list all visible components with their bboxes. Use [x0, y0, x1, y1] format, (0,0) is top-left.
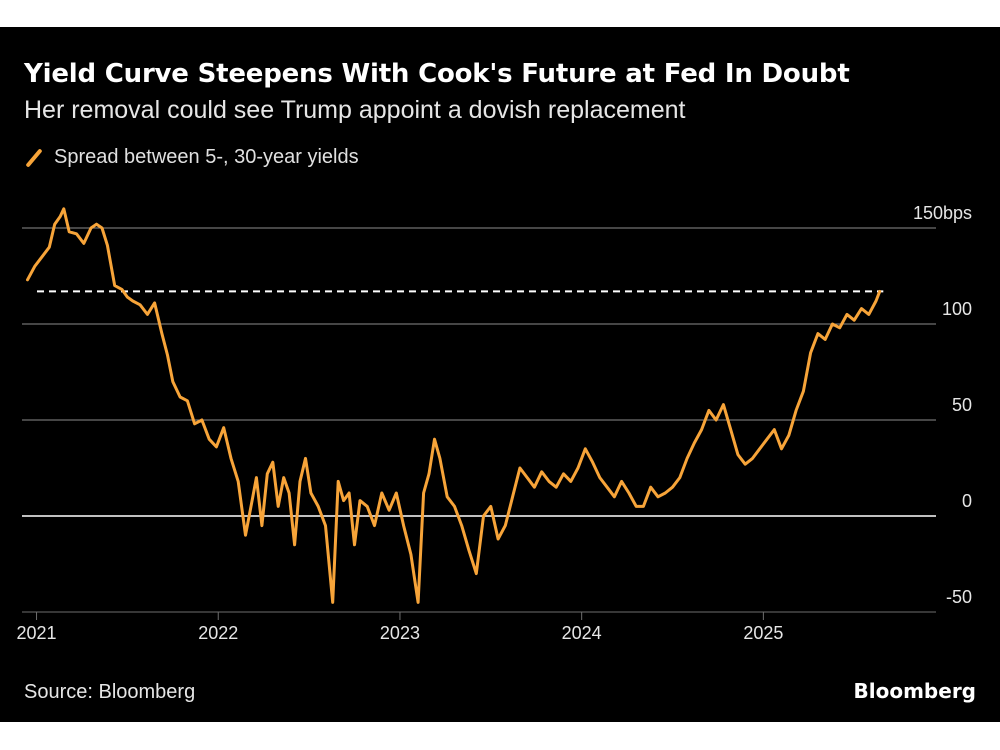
y-tick-label: -50 [946, 587, 972, 607]
legend: Spread between 5-, 30-year yields [24, 146, 359, 169]
y-tick-label: 0 [962, 491, 972, 511]
spread-series-line [26, 207, 882, 604]
x-tick-label: 2024 [562, 623, 602, 643]
x-tick-label: 2023 [380, 623, 420, 643]
x-tick-label: 2021 [17, 623, 57, 643]
y-tick-label: 50 [952, 395, 972, 415]
x-tick-label: 2025 [743, 623, 783, 643]
y-tick-label: 150bps [913, 203, 972, 223]
chart-frame: Yield Curve Steepens With Cook's Future … [0, 27, 1000, 722]
y-tick-label: 100 [942, 299, 972, 319]
bloomberg-logo: Bloomberg [853, 679, 976, 703]
x-tick-label: 2022 [198, 623, 238, 643]
legend-label: Spread between 5-, 30-year yields [54, 146, 359, 168]
source-note: Source: Bloomberg [24, 681, 196, 703]
chart-subtitle: Her removal could see Trump appoint a do… [24, 96, 686, 124]
chart-title: Yield Curve Steepens With Cook's Future … [24, 59, 850, 89]
line-chart: 150bps 100 50 0 -50 2021 2022 2023 2024 2025 [17, 203, 972, 643]
